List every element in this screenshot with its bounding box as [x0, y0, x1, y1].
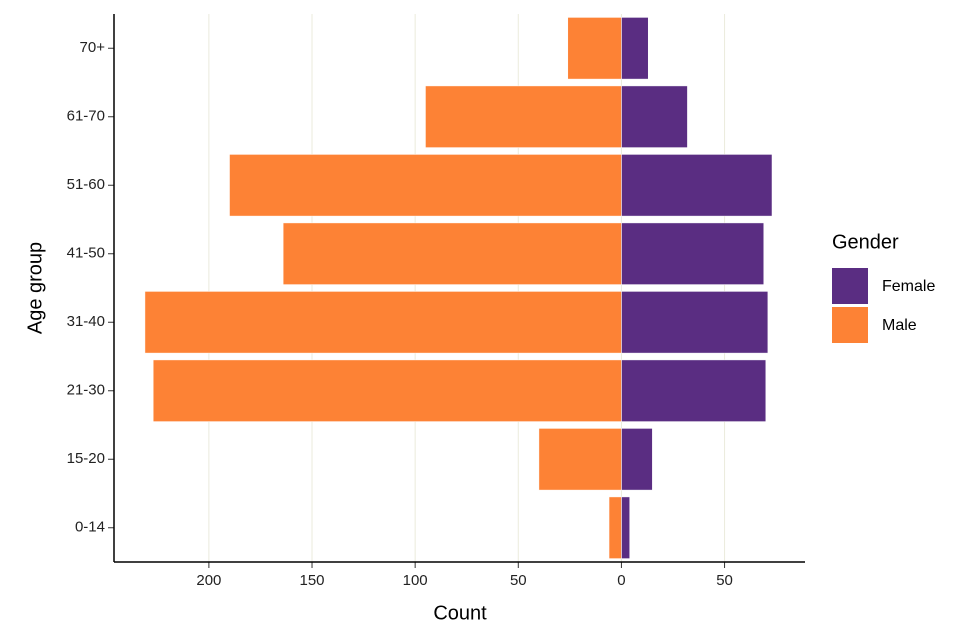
- y-tick-label: 70+: [80, 39, 106, 56]
- bar: [621, 17, 649, 80]
- x-tick-label: 0: [617, 572, 625, 589]
- bar: [621, 222, 764, 285]
- bar: [538, 428, 622, 491]
- bar: [621, 359, 767, 422]
- x-axis-label: Count: [433, 602, 487, 624]
- bar: [282, 222, 622, 285]
- x-tick-label: 150: [300, 572, 325, 589]
- bar: [608, 496, 622, 559]
- legend-label: Male: [882, 317, 917, 334]
- legend-label: Female: [882, 278, 935, 295]
- x-tick-label: 200: [196, 572, 221, 589]
- bar: [567, 17, 622, 80]
- y-axis-label: Age group: [24, 242, 46, 334]
- bar: [621, 291, 769, 354]
- bar: [621, 154, 773, 217]
- y-tick-label: 15-20: [67, 450, 105, 467]
- legend-title: Gender: [832, 231, 899, 253]
- bar: [425, 85, 622, 148]
- bar: [229, 154, 622, 217]
- legend-swatch: [832, 268, 868, 304]
- bar: [621, 428, 653, 491]
- y-tick-label: 31-40: [67, 313, 105, 330]
- x-tick-label: 50: [716, 572, 733, 589]
- y-tick-label: 0-14: [75, 519, 105, 536]
- y-tick-label: 51-60: [67, 176, 105, 193]
- bar: [144, 291, 622, 354]
- y-tick-label: 21-30: [67, 382, 105, 399]
- x-tick-label: 50: [510, 572, 527, 589]
- legend-swatch: [832, 307, 868, 343]
- bar: [621, 496, 630, 559]
- bar: [621, 85, 688, 148]
- y-tick-label: 41-50: [67, 245, 105, 262]
- bar: [152, 359, 622, 422]
- x-tick-label: 100: [403, 572, 428, 589]
- y-tick-label: 61-70: [67, 108, 105, 125]
